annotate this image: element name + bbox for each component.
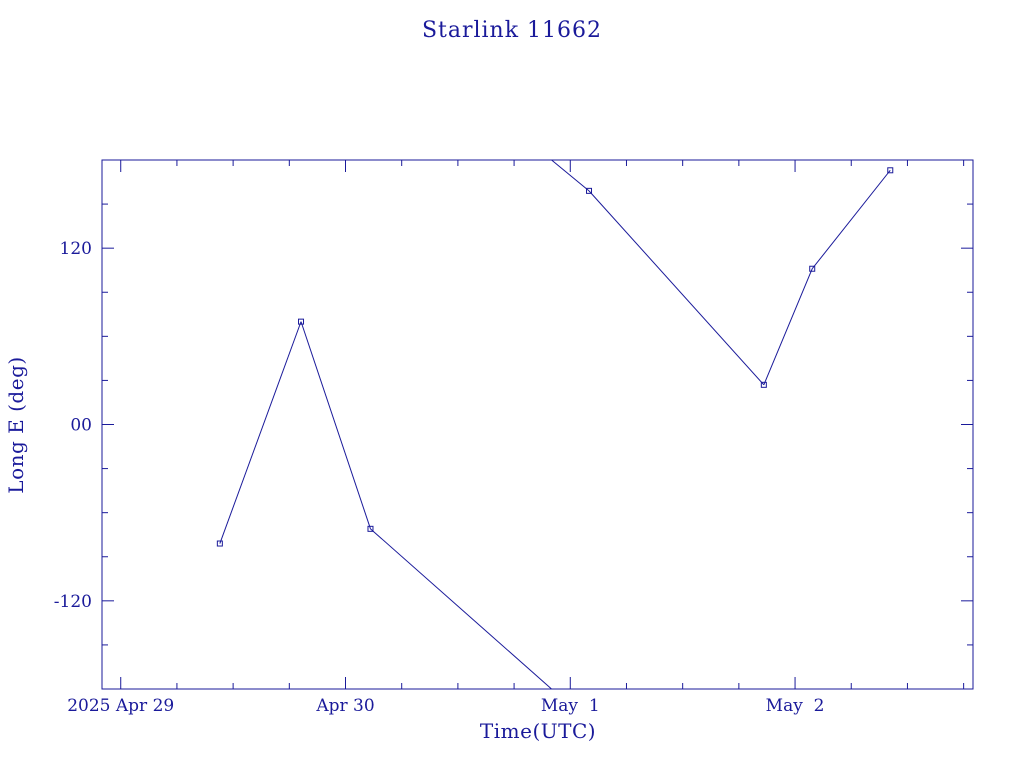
x-tick-label: May 2 <box>766 696 825 716</box>
x-tick-label: 2025 Apr 29 <box>67 696 174 716</box>
y-axis-tick-labels: -120 00 120 <box>54 239 92 612</box>
y-tick-label: 120 <box>60 239 92 259</box>
chart-title: Starlink 11662 <box>422 18 602 43</box>
data-point-marker <box>887 167 894 174</box>
x-axis-ticks <box>120 160 965 689</box>
series-line-segment <box>811 169 891 270</box>
x-axis-label: Time(UTC) <box>480 719 596 743</box>
x-tick-label: Apr 30 <box>315 696 374 716</box>
series-line-segment <box>588 190 765 386</box>
x-axis-tick-labels: 2025 Apr 29 Apr 30 May 1 May 2 <box>67 696 824 716</box>
series-lines <box>219 159 891 690</box>
y-tick-label: 00 <box>70 416 92 436</box>
series-line-segment <box>763 268 813 386</box>
data-point-marker <box>760 381 767 388</box>
data-point-marker <box>809 265 816 272</box>
series-line-segment <box>219 321 302 544</box>
data-point-marker <box>216 540 223 547</box>
y-tick-label: -120 <box>54 592 92 612</box>
series-line-segment <box>551 159 590 192</box>
series-line-segment <box>370 528 552 690</box>
data-point-marker <box>298 318 305 325</box>
y-axis-label: Long E (deg) <box>4 356 28 493</box>
x-tick-label: May 1 <box>541 696 600 716</box>
series-markers <box>216 167 894 547</box>
series-line-segment <box>300 321 371 529</box>
plot-frame <box>101 159 974 690</box>
data-point-marker <box>586 187 593 194</box>
data-point-marker <box>367 525 374 532</box>
y-axis-ticks <box>102 203 973 646</box>
